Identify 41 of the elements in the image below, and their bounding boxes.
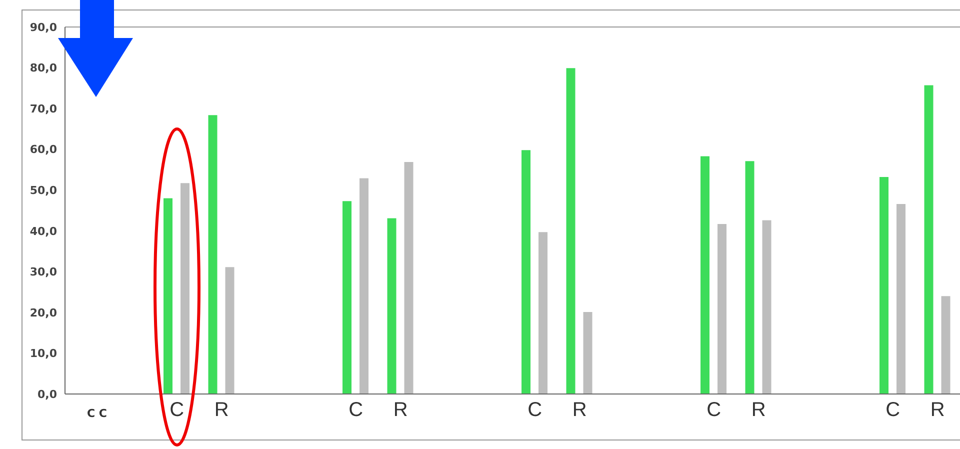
y-tick-label: 80,0: [30, 62, 58, 75]
bar: [745, 161, 754, 394]
bar: [880, 177, 888, 394]
bar: [225, 267, 234, 394]
x-tick-label: C: [706, 399, 722, 422]
bar: [180, 183, 190, 394]
x-tick-label: R: [214, 399, 229, 422]
y-tick-label: 40,0: [30, 224, 58, 238]
bar: [208, 115, 218, 394]
y-tick-label: 20,0: [30, 306, 58, 320]
x-tick-label: R: [393, 399, 408, 422]
y-tick-label: 90,0: [30, 20, 58, 34]
y-tick-label: 30,0: [30, 266, 58, 279]
bar: [566, 68, 576, 394]
bar: [896, 204, 906, 394]
bar: [164, 198, 172, 394]
bar: [762, 220, 772, 394]
y-tick-label: 70,0: [30, 102, 58, 116]
y-tick-label: 0,0: [38, 388, 58, 401]
bar: [700, 156, 710, 394]
x-tick-label: C: [348, 399, 364, 422]
x-tick-label: R: [930, 399, 945, 422]
x-axis-title: C C: [87, 407, 107, 420]
x-tick-label: R: [751, 399, 766, 422]
bar: [583, 312, 592, 394]
y-tick-label: 50,0: [30, 184, 58, 198]
y-tick-label: 10,0: [30, 347, 58, 360]
bar: [538, 232, 548, 394]
bar: [924, 85, 934, 394]
x-tick-label: C: [528, 399, 542, 422]
bar: [522, 150, 530, 394]
y-tick-label: 60,0: [30, 143, 58, 156]
x-tick-label: R: [572, 399, 587, 422]
bar: [360, 178, 368, 394]
x-tick-label: C: [170, 399, 184, 422]
bar: [404, 162, 414, 394]
bar: [387, 218, 396, 394]
bar: [342, 201, 352, 394]
x-tick-label: C: [886, 399, 900, 422]
bar: [941, 296, 950, 394]
bar: [718, 224, 726, 394]
